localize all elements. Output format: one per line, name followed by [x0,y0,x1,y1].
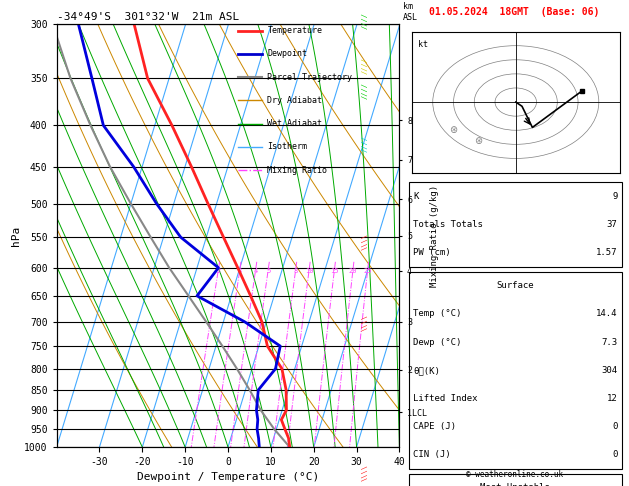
Text: kt: kt [418,40,428,49]
Text: Most Unstable: Most Unstable [481,484,550,486]
Text: Surface: Surface [496,281,534,290]
Bar [409,272,622,469]
Text: © weatheronline.co.uk: © weatheronline.co.uk [465,469,563,479]
Text: 12: 12 [607,394,618,403]
Text: 3: 3 [238,268,242,274]
Text: Temp (°C): Temp (°C) [413,310,462,318]
Text: Isotherm: Isotherm [267,142,308,152]
Text: 8: 8 [294,268,298,274]
X-axis label: Dewpoint / Temperature (°C): Dewpoint / Temperature (°C) [137,472,319,483]
Text: Totals Totals: Totals Totals [413,220,483,229]
Text: ////: //// [362,82,368,99]
Text: $\circledast$: $\circledast$ [449,124,458,135]
Text: CAPE (J): CAPE (J) [413,422,456,431]
Text: $\circledast$: $\circledast$ [474,135,483,146]
Text: \\\\: \\\\ [362,233,368,250]
Text: \\\\: \\\\ [362,314,368,331]
Text: θᴇ(K): θᴇ(K) [413,366,440,375]
Text: Wet Adiabat: Wet Adiabat [267,119,323,128]
Text: ////: //// [362,12,368,29]
Text: 14.4: 14.4 [596,310,618,318]
Text: 304: 304 [601,366,618,375]
Text: PW (cm): PW (cm) [413,248,451,257]
Text: 37: 37 [607,220,618,229]
Text: Lifted Index: Lifted Index [413,394,477,403]
Text: 4: 4 [253,268,258,274]
Text: Parcel Trajectory: Parcel Trajectory [267,72,352,82]
Text: Dewpoint: Dewpoint [267,50,308,58]
Text: -34°49'S  301°32'W  21m ASL: -34°49'S 301°32'W 21m ASL [57,12,239,22]
Text: 1.57: 1.57 [596,248,618,257]
Text: 2: 2 [216,268,221,274]
Text: 10: 10 [305,268,314,274]
Text: 01.05.2024  18GMT  (Base: 06): 01.05.2024 18GMT (Base: 06) [429,7,599,17]
Y-axis label: Mixing Ratio (g/kg): Mixing Ratio (g/kg) [430,185,439,287]
Text: km
ASL: km ASL [403,2,418,22]
Text: ////: //// [362,136,368,153]
Bar [409,182,622,267]
Text: 9: 9 [612,192,618,201]
Text: ////: //// [362,57,368,74]
Text: Temperature: Temperature [267,26,323,35]
Text: 5: 5 [266,268,270,274]
Text: 25: 25 [364,268,372,274]
Text: Dewp (°C): Dewp (°C) [413,338,462,347]
Y-axis label: hPa: hPa [11,226,21,246]
Text: 20: 20 [349,268,357,274]
Text: Dry Adiabat: Dry Adiabat [267,96,323,105]
Text: 7.3: 7.3 [601,338,618,347]
Text: \\\\: \\\\ [362,464,368,481]
Text: CIN (J): CIN (J) [413,451,451,459]
Text: Mixing Ratio: Mixing Ratio [267,166,328,174]
Text: K: K [413,192,418,201]
Text: 15: 15 [330,268,339,274]
Text: 0: 0 [612,451,618,459]
Text: 0: 0 [612,422,618,431]
Bar [409,474,622,486]
